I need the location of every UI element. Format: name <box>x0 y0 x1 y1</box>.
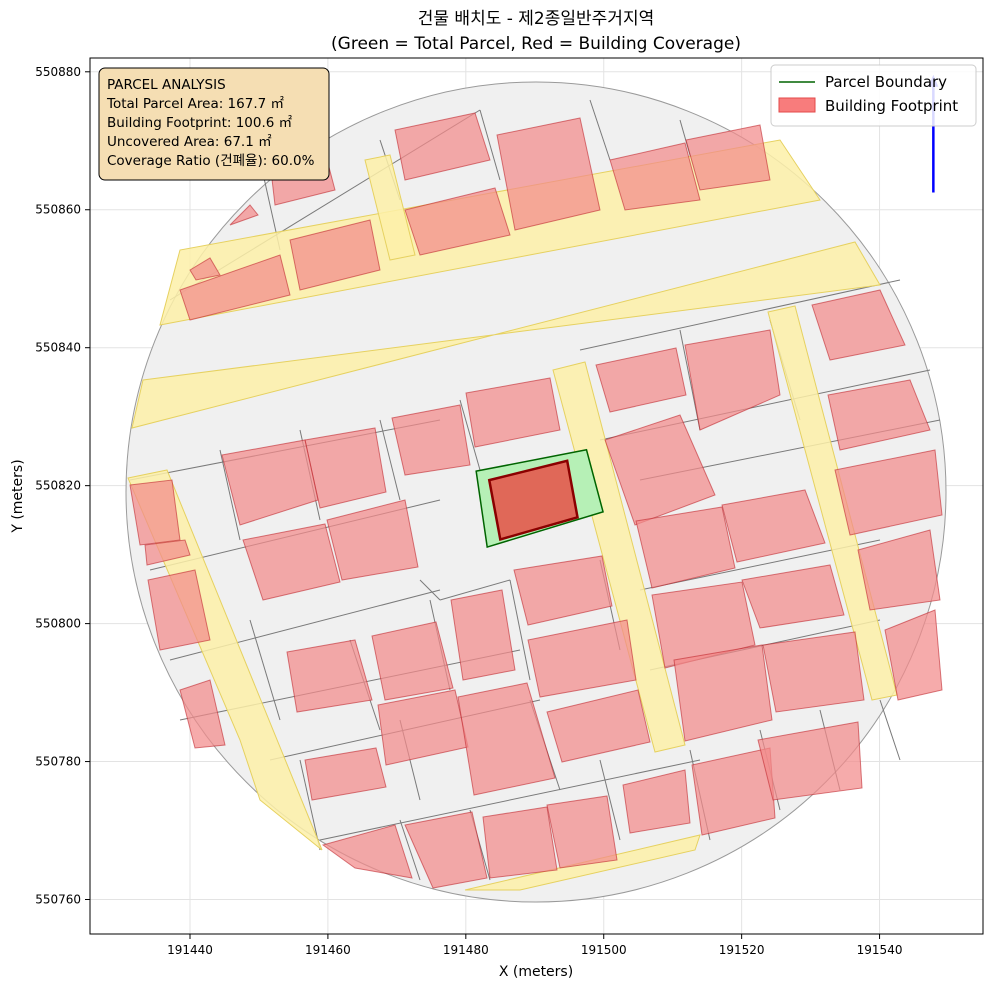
x-tick-label: 191460 <box>305 943 351 957</box>
lot-line <box>459 399 481 471</box>
building-footprint <box>741 564 845 629</box>
building-footprint <box>622 769 691 834</box>
lot-line <box>219 449 241 541</box>
building-footprint <box>404 811 488 889</box>
building-footprint <box>129 479 181 546</box>
chart-title: 건물 배치도 - 제2종일반주거지역 <box>418 9 654 29</box>
building-footprint <box>404 187 511 256</box>
building-footprint <box>394 112 491 181</box>
lot-line <box>589 99 611 161</box>
axis-ticks: 191440 191460 191480 191500 191520 191540 5507… <box>35 65 902 957</box>
target-parcel-group <box>475 448 604 549</box>
building-footprint <box>221 439 319 526</box>
x-tick-label: 191480 <box>443 943 489 957</box>
building-footprint <box>326 499 419 581</box>
building-footprint <box>289 219 381 291</box>
building-footprint <box>884 609 943 701</box>
info-line-footprint: Building Footprint: 100.6 ㎡ <box>107 115 293 131</box>
building-footprint <box>179 254 291 321</box>
lot-line <box>579 279 901 351</box>
lot-line <box>419 579 441 601</box>
y-tick-label: 550760 <box>35 893 81 907</box>
y-tick-label: 550840 <box>35 341 81 355</box>
x-tick-label: 191540 <box>857 943 903 957</box>
y-axis-label: Y (meters) <box>10 459 26 533</box>
building-footprint <box>721 489 826 563</box>
building-footprint <box>304 747 387 801</box>
x-tick-label: 191520 <box>719 943 765 957</box>
legend: Parcel Boundary Building Footprint <box>770 64 977 127</box>
x-tick-label: 191500 <box>581 943 627 957</box>
lot-line <box>879 699 901 761</box>
building-footprint <box>691 747 776 836</box>
lot-line <box>299 759 321 851</box>
lot-line <box>599 759 621 841</box>
building-footprint <box>757 721 863 801</box>
y-tick-label: 550820 <box>35 479 81 493</box>
info-line-total-area: Total Parcel Area: 167.7 ㎡ <box>106 96 284 112</box>
building-footprint <box>242 523 341 601</box>
x-tick-label: 191440 <box>167 943 213 957</box>
y-tick-label: 550780 <box>35 755 81 769</box>
info-line-coverage: Coverage Ratio (건폐율): 60.0% <box>107 153 315 169</box>
chart-subtitle: (Green = Total Parcel, Red = Building Co… <box>331 34 741 54</box>
building-footprint <box>391 404 471 476</box>
road-strip <box>127 469 323 851</box>
legend-patch-swatch <box>778 97 816 113</box>
building-footprint <box>762 631 865 713</box>
building-footprint <box>546 689 651 763</box>
building-footprint <box>457 682 556 796</box>
building-footprint <box>513 555 613 626</box>
plot-frame <box>89 57 984 935</box>
building-footprint <box>827 379 931 451</box>
lot-line <box>249 619 281 721</box>
building-footprint <box>321 824 413 879</box>
target-building <box>487 459 579 542</box>
building-footprint <box>179 679 226 749</box>
building-footprint <box>482 806 558 879</box>
legend-label-building: Building Footprint <box>825 97 958 115</box>
road-strip <box>131 241 881 429</box>
building-footprint <box>496 117 601 231</box>
building-footprint <box>635 506 736 589</box>
lot-line <box>399 819 421 881</box>
building-footprint <box>604 414 716 526</box>
info-line-uncovered: Uncovered Area: 67.1 ㎡ <box>107 134 272 150</box>
y-tick-label: 550860 <box>35 203 81 217</box>
building-footprint <box>527 619 637 698</box>
building-footprint <box>189 257 221 281</box>
building-footprint <box>811 289 906 361</box>
building-footprint <box>371 621 454 701</box>
building-footprint <box>229 204 259 226</box>
parcel-analysis-box: PARCEL ANALYSIS Total Parcel Area: 167.7… <box>98 67 330 181</box>
lot-line <box>439 579 511 601</box>
building-footprint <box>450 589 516 681</box>
lot-line <box>379 419 401 501</box>
building-footprint <box>651 581 756 669</box>
building-footprint <box>685 124 771 191</box>
x-axis-label: X (meters) <box>499 964 573 980</box>
lot-line <box>319 759 701 841</box>
building-footprint <box>465 377 561 448</box>
lot-line <box>509 579 531 681</box>
building-footprint <box>595 347 687 413</box>
building-footprint <box>609 142 701 211</box>
legend-label-parcel: Parcel Boundary <box>825 73 947 91</box>
y-tick-label: 550880 <box>35 65 81 79</box>
y-tick-label: 550800 <box>35 617 81 631</box>
building-footprint <box>144 539 191 566</box>
lot-line <box>479 109 501 181</box>
info-line-heading: PARCEL ANALYSIS <box>107 77 226 93</box>
building-footprint <box>673 644 773 742</box>
building-footprint <box>147 569 211 651</box>
building-footprint <box>834 449 943 536</box>
building-footprint <box>684 329 781 431</box>
building-footprint <box>546 795 618 869</box>
building-footprint <box>857 529 941 611</box>
road-strip <box>364 154 416 261</box>
building-footprint <box>286 639 373 713</box>
